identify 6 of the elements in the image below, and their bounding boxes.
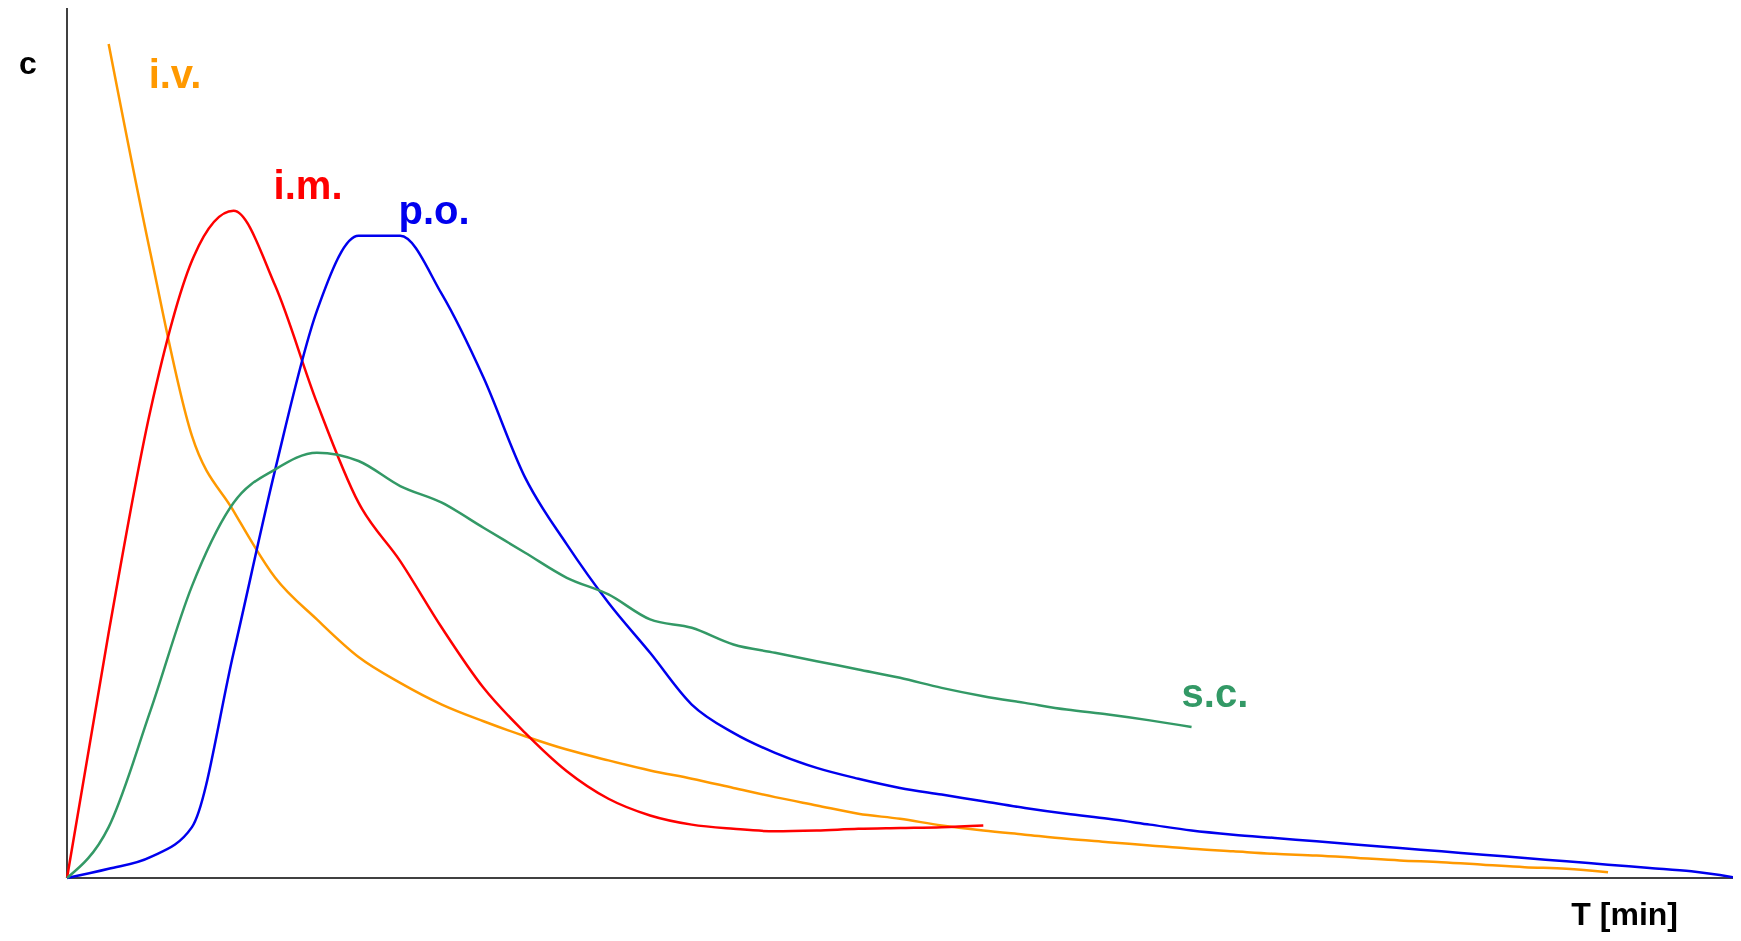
series-label: i.v. [148, 52, 202, 96]
series-label: p.o. [398, 187, 470, 232]
series-label: s.c. [1181, 671, 1249, 716]
series-label: i.m. [273, 162, 343, 207]
x-axis-title: T [min] [1571, 896, 1678, 932]
y-axis-title: c [19, 45, 37, 81]
